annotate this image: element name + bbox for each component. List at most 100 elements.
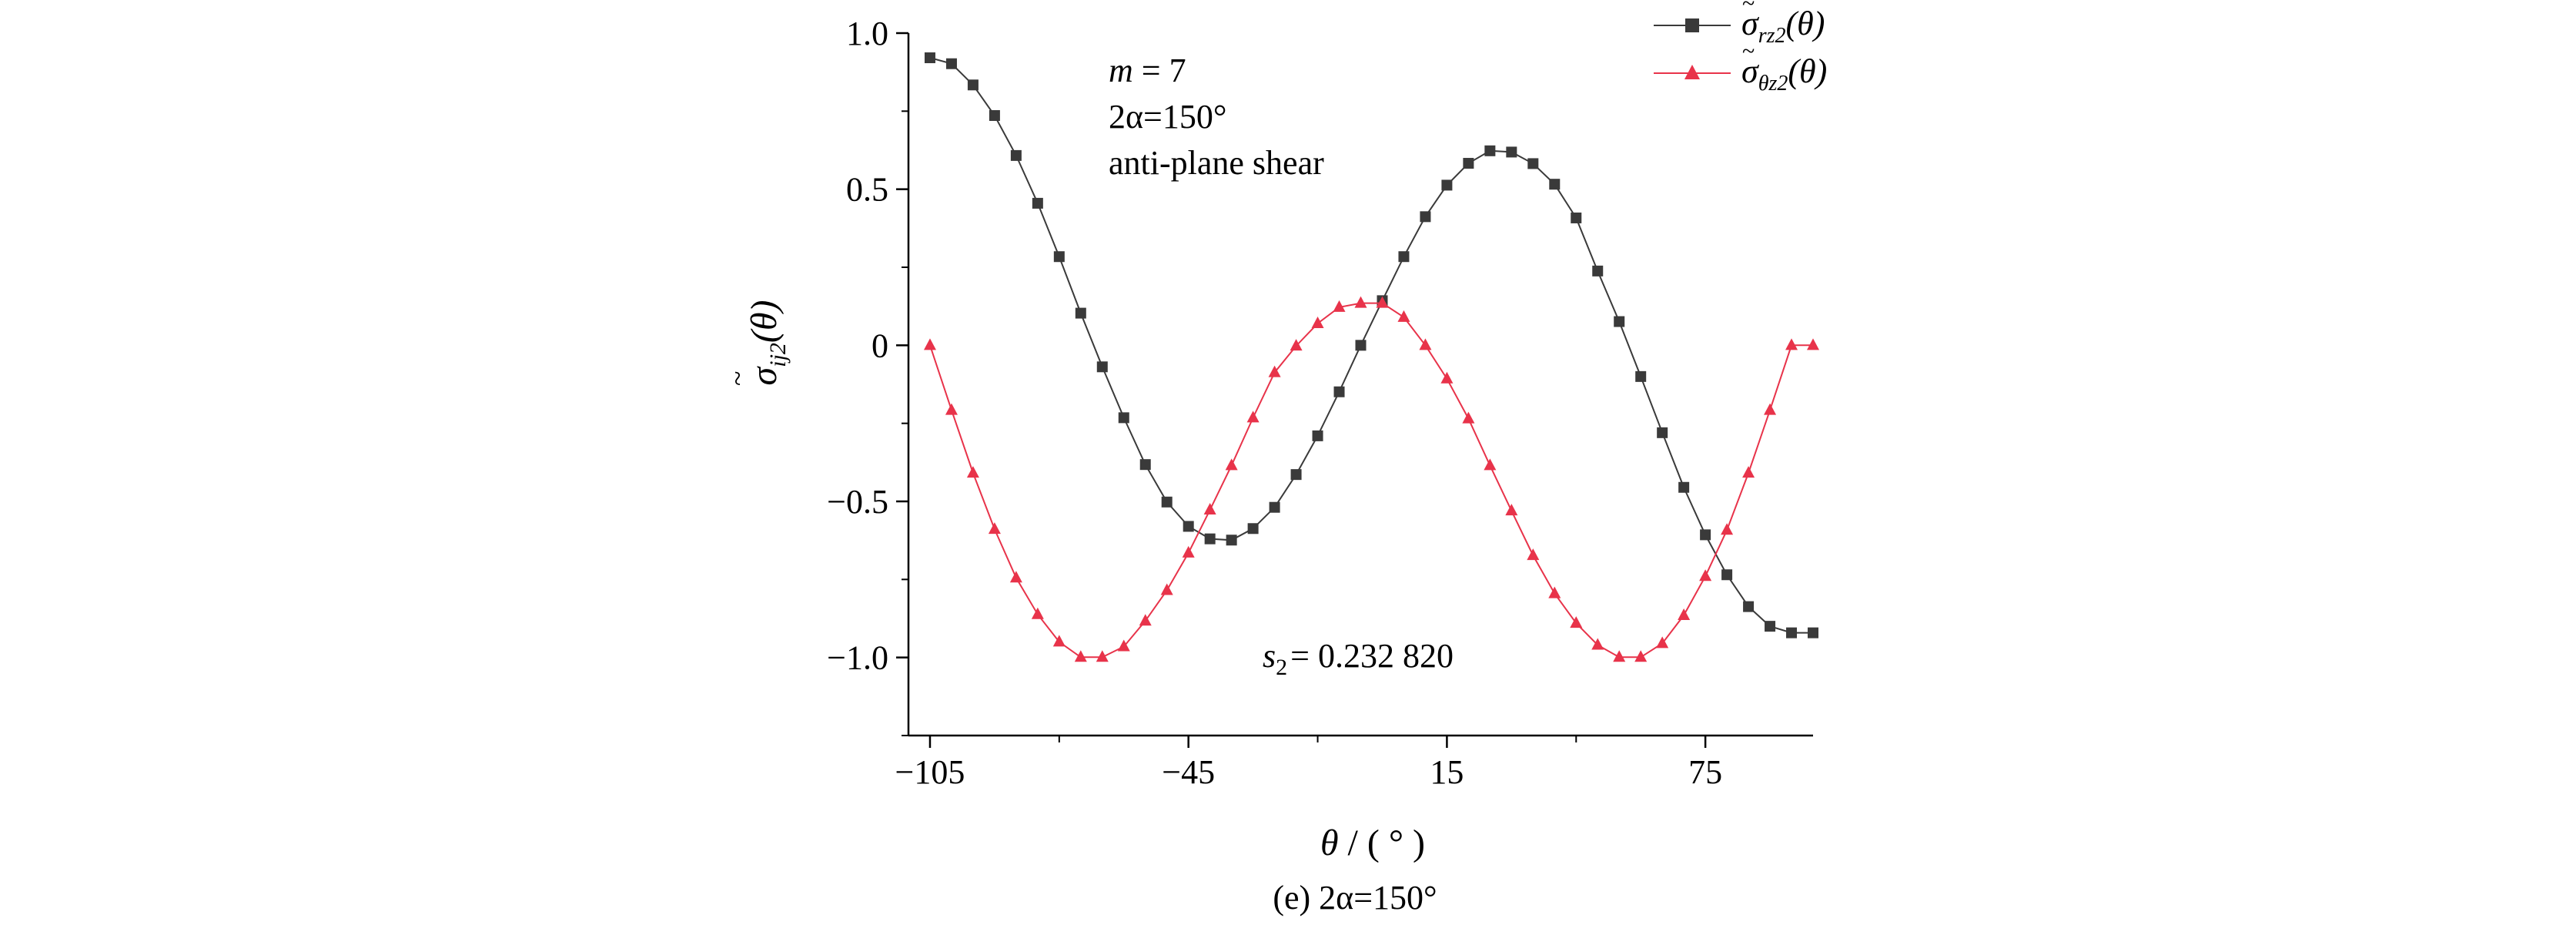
legend-marker-rz2 bbox=[1685, 18, 1699, 32]
y-tick-label: 0 bbox=[871, 327, 888, 364]
data-point-θz2 bbox=[1225, 458, 1238, 471]
data-point-rz2 bbox=[1247, 523, 1259, 535]
data-point-θz2 bbox=[1117, 639, 1130, 652]
data-point-rz2 bbox=[1333, 386, 1345, 397]
data-point-θz2 bbox=[1052, 635, 1066, 647]
data-point-θz2 bbox=[1570, 616, 1583, 628]
series-θz2 bbox=[923, 296, 1819, 662]
data-point-θz2 bbox=[1764, 403, 1777, 415]
annotation-m: m = 7 bbox=[1109, 52, 1186, 89]
data-point-θz2 bbox=[988, 522, 1001, 535]
data-point-rz2 bbox=[1139, 459, 1151, 471]
data-point-rz2 bbox=[1032, 197, 1043, 209]
x-tick-label: 75 bbox=[1688, 753, 1722, 791]
data-point-θz2 bbox=[1203, 502, 1216, 514]
data-point-rz2 bbox=[945, 58, 957, 69]
data-point-θz2 bbox=[1419, 338, 1432, 350]
data-point-θz2 bbox=[1591, 638, 1604, 650]
data-point-rz2 bbox=[1743, 601, 1755, 612]
data-point-rz2 bbox=[1808, 627, 1818, 638]
data-point-θz2 bbox=[1656, 636, 1669, 649]
data-point-rz2 bbox=[1010, 149, 1022, 161]
data-point-θz2 bbox=[1634, 650, 1648, 662]
series-layer bbox=[923, 52, 1819, 662]
data-point-rz2 bbox=[1420, 211, 1431, 223]
data-point-θz2 bbox=[1246, 411, 1260, 423]
data-point-rz2 bbox=[1721, 569, 1733, 581]
data-point-rz2 bbox=[1096, 361, 1108, 373]
legend-label-thetaz2: σθz2(θ) bbox=[1741, 52, 1827, 96]
data-point-rz2 bbox=[1635, 370, 1647, 382]
annotation-loading: anti-plane shear bbox=[1109, 144, 1324, 182]
data-point-θz2 bbox=[1484, 458, 1497, 471]
data-point-θz2 bbox=[1031, 607, 1044, 619]
x-tick-label: 15 bbox=[1430, 753, 1464, 791]
data-point-rz2 bbox=[924, 52, 935, 64]
data-point-rz2 bbox=[1484, 145, 1496, 156]
data-point-rz2 bbox=[1290, 469, 1302, 481]
data-point-θz2 bbox=[1354, 296, 1367, 308]
axes: 1.0 0.5 0 −0.5 −1.0 −105 −45 15 75 bbox=[827, 15, 1813, 791]
data-point-rz2 bbox=[1183, 521, 1194, 532]
data-point-θz2 bbox=[1548, 586, 1561, 598]
data-point-θz2 bbox=[1074, 650, 1087, 662]
data-point-θz2 bbox=[1505, 504, 1518, 516]
data-point-θz2 bbox=[1721, 523, 1734, 535]
data-point-θz2 bbox=[1182, 545, 1195, 558]
legend-item-thetaz2: σθz2(θ) ~ bbox=[1654, 39, 1827, 96]
data-point-rz2 bbox=[1398, 251, 1410, 263]
annotation-s2: s2= 0.232 820 bbox=[1263, 637, 1454, 680]
data-point-rz2 bbox=[1118, 412, 1129, 424]
data-point-rz2 bbox=[1355, 340, 1367, 351]
legend-marker-thetaz2 bbox=[1684, 65, 1700, 79]
data-point-θz2 bbox=[1440, 371, 1454, 384]
data-point-rz2 bbox=[1527, 158, 1539, 169]
data-point-θz2 bbox=[1785, 338, 1798, 350]
data-point-θz2 bbox=[1333, 300, 1346, 312]
series-line-θz2 bbox=[929, 302, 1813, 659]
data-point-θz2 bbox=[1096, 650, 1109, 662]
data-point-θz2 bbox=[1807, 338, 1819, 350]
data-point-θz2 bbox=[1527, 548, 1540, 561]
legend-tilde-rz2: ~ bbox=[1742, 0, 1755, 16]
data-point-rz2 bbox=[1463, 158, 1474, 169]
y-axis-label: σij2(θ) ~ bbox=[722, 300, 791, 386]
data-point-θz2 bbox=[1009, 571, 1022, 583]
y-tick-label: 1.0 bbox=[846, 15, 888, 52]
data-point-θz2 bbox=[1290, 339, 1303, 351]
svg-text:σij2(θ): σij2(θ) bbox=[744, 300, 791, 386]
data-point-rz2 bbox=[1571, 212, 1582, 223]
data-point-θz2 bbox=[1139, 614, 1152, 626]
x-axis-label: θ / ( ° ) bbox=[1320, 823, 1425, 863]
data-point-rz2 bbox=[1204, 533, 1216, 545]
figure-caption: (e) 2α=150° bbox=[1273, 879, 1437, 917]
data-point-θz2 bbox=[1160, 583, 1173, 595]
data-point-θz2 bbox=[1742, 466, 1755, 478]
data-point-θz2 bbox=[1268, 365, 1281, 377]
data-point-θz2 bbox=[1462, 411, 1475, 424]
data-point-θz2 bbox=[1311, 316, 1324, 328]
series-line-rz2 bbox=[929, 57, 1813, 634]
data-point-θz2 bbox=[1376, 296, 1389, 308]
data-point-θz2 bbox=[923, 338, 936, 350]
data-point-rz2 bbox=[1053, 251, 1065, 263]
data-point-rz2 bbox=[1765, 621, 1776, 632]
data-point-θz2 bbox=[966, 466, 979, 478]
data-point-rz2 bbox=[989, 110, 1000, 122]
data-point-rz2 bbox=[1075, 307, 1086, 319]
data-point-rz2 bbox=[1506, 146, 1517, 158]
data-point-rz2 bbox=[1657, 427, 1668, 438]
legend: σrz2(θ) ~ σθz2(θ) ~ bbox=[1654, 0, 1827, 96]
y-tick-label: −0.5 bbox=[827, 483, 888, 521]
legend-item-rz2: σrz2(θ) ~ bbox=[1654, 0, 1825, 48]
legend-tilde-thetaz2: ~ bbox=[1742, 39, 1755, 64]
x-tick-label: −45 bbox=[1162, 753, 1215, 791]
data-point-θz2 bbox=[945, 403, 958, 415]
data-point-rz2 bbox=[1269, 501, 1280, 513]
svg-text:~: ~ bbox=[722, 371, 753, 386]
series-rz2 bbox=[924, 52, 1818, 638]
data-point-rz2 bbox=[1614, 316, 1625, 327]
data-point-θz2 bbox=[1678, 608, 1691, 620]
data-point-rz2 bbox=[1161, 496, 1173, 508]
